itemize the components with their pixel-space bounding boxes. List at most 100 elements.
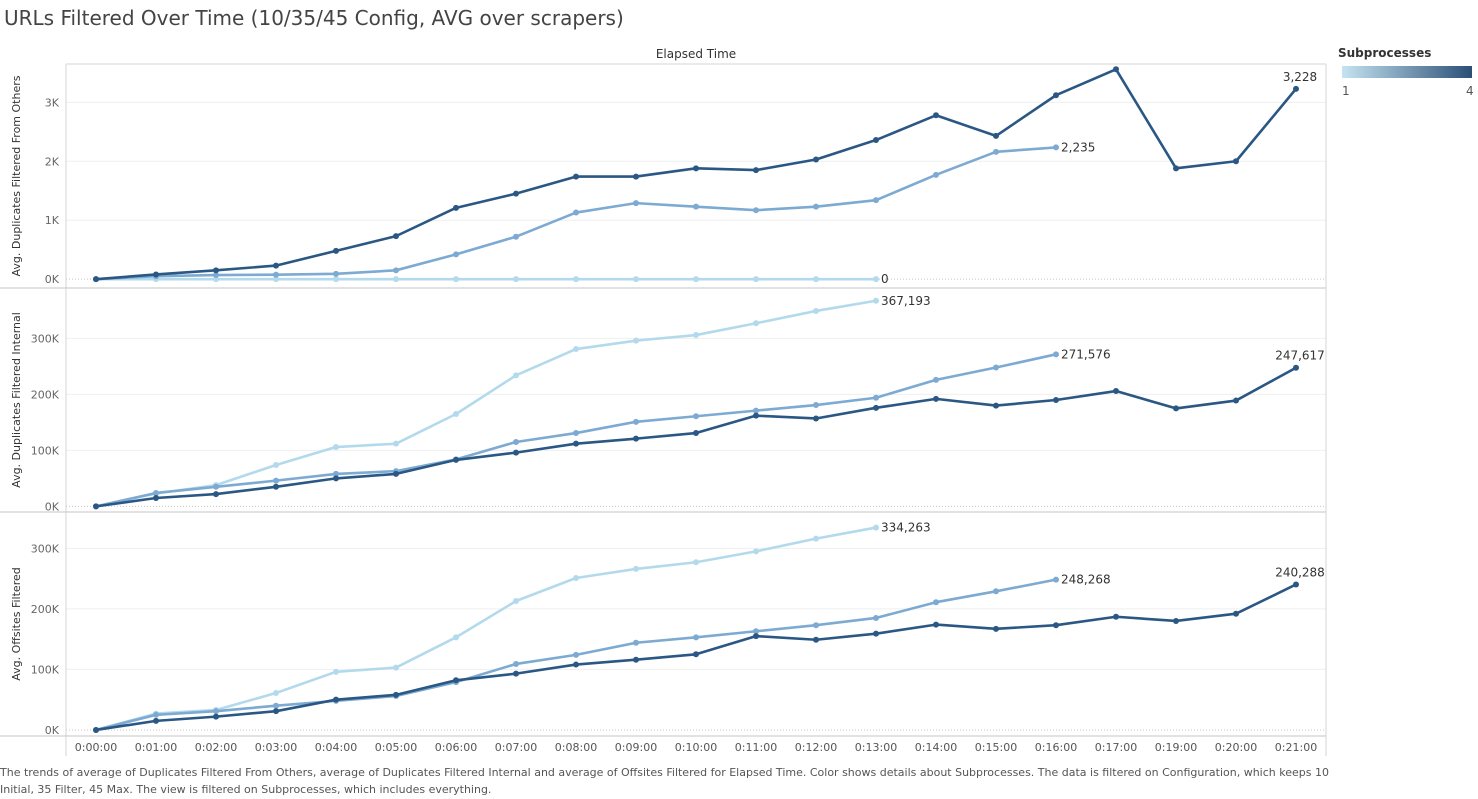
end-value-label: 240,288 [1275,565,1325,579]
data-point [693,430,699,437]
x-tick-label: 0:01:00 [135,741,177,754]
data-point [993,588,999,595]
data-point [393,691,399,698]
data-point [1173,405,1179,412]
x-tick-label: 0:17:00 [1095,741,1137,754]
data-point [813,622,819,629]
y-tick-label: 300K [31,332,60,345]
data-point [813,276,819,283]
data-point [153,495,159,501]
end-value-label: 367,193 [881,294,931,308]
data-point [1053,397,1059,403]
data-point [813,535,819,542]
y-tick-label: 200K [31,603,60,616]
y-tick-label: 0K [45,273,60,286]
x-tick-label: 0:21:00 [1275,741,1317,754]
series-line [95,68,1298,281]
data-point [513,660,519,667]
data-point [333,276,339,283]
data-point [513,597,519,604]
data-point [393,276,399,283]
x-tick-label: 0:14:00 [915,741,957,754]
data-point [753,167,759,174]
data-point [693,634,699,641]
data-point [273,276,279,283]
series-mid: 248,268 [93,573,1111,733]
x-tick-label: 0:05:00 [375,741,417,754]
legend-max-label: 4 [1466,84,1474,98]
data-point [993,132,999,139]
x-tick-label: 0:19:00 [1155,741,1197,754]
data-point [873,197,879,204]
data-point [1053,576,1059,583]
data-point [693,413,699,420]
data-point [513,439,519,445]
data-point [933,171,939,178]
data-point [753,633,759,640]
data-point [933,621,939,628]
panel-2: 0K 100K 200K 300K Avg. Duplicates Filtered I… [0,288,1327,513]
y-tick-label: 300K [31,542,60,555]
data-point [93,726,99,733]
data-point [213,713,219,720]
data-point [873,630,879,637]
data-point [153,717,159,724]
data-point [753,548,759,555]
data-point [1113,388,1119,395]
data-point [633,565,639,572]
data-point [753,407,759,414]
data-point [213,272,219,279]
data-point [333,475,339,482]
data-point [513,670,519,677]
data-point [333,470,339,477]
data-point [153,711,159,718]
end-value-label: 2,235 [1061,140,1095,154]
data-point [1233,158,1239,165]
x-tick-label: 0:03:00 [255,741,297,754]
y-axis-label: Avg. Duplicates Filtered From Others [10,75,23,276]
data-point [873,137,879,144]
data-point [753,412,759,419]
color-legend[interactable]: Subprocesses 1 4 [1338,46,1478,98]
data-point [993,625,999,632]
data-point [213,491,219,498]
end-value-label: 271,576 [1061,347,1111,361]
data-point [453,456,459,463]
data-point [573,661,579,668]
data-point [633,337,639,344]
data-point [573,276,579,283]
series-line [95,526,877,732]
data-point [993,148,999,155]
data-point [813,415,819,422]
data-point [1293,581,1299,588]
x-tick-label: 0:06:00 [435,741,477,754]
end-value-label: 248,268 [1061,573,1111,587]
series-mid: 271,576 [93,347,1111,510]
data-point [933,376,939,383]
data-point [1053,92,1059,99]
data-point [273,271,279,278]
data-point [693,203,699,210]
data-point [333,270,339,277]
data-point [573,651,579,658]
y-tick-label: 1K [45,214,60,227]
data-point [1053,622,1059,629]
end-value-label: 0 [881,272,889,286]
data-point [633,418,639,425]
data-point [453,411,459,417]
data-point [93,276,99,283]
data-point [873,614,879,621]
data-point [873,524,879,531]
data-point [573,209,579,216]
data-point [453,677,459,684]
series-dark: 240,288 [93,565,1325,733]
data-point [333,247,339,254]
data-point [753,628,759,635]
data-point [1293,85,1299,92]
data-point [513,449,519,456]
x-tick-label: 0:08:00 [555,741,597,754]
data-point [273,461,279,468]
data-point [573,574,579,581]
data-point [813,156,819,163]
